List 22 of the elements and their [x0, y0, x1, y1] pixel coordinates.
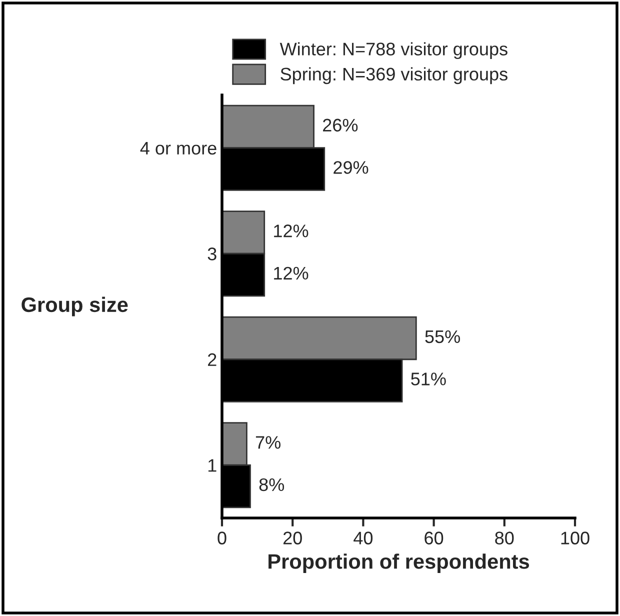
data-label: 51%	[411, 372, 446, 386]
y-tick-label: 4 or more	[140, 142, 216, 155]
data-label: 8%	[259, 478, 284, 492]
y-axis-title: Group size	[22, 296, 128, 316]
x-tick-label: 20	[283, 532, 302, 544]
x-tick-label: 100	[561, 532, 590, 544]
y-tick-label: 2	[208, 353, 216, 366]
data-label: 7%	[256, 436, 280, 449]
x-tick-label: 0	[218, 532, 226, 544]
legend-label: Winter: N=788 visitor groups	[280, 42, 508, 60]
x-tick-label: 60	[424, 532, 444, 544]
x-tick-label: 40	[354, 532, 373, 544]
legend-label: Spring: N=369 visitor groups	[280, 67, 508, 84]
x-axis-title: Proportion of respondents	[268, 554, 530, 573]
y-tick-label: 3	[208, 248, 216, 260]
data-label: 12%	[274, 266, 308, 280]
x-tick-label: 80	[495, 532, 514, 544]
data-label: 55%	[425, 330, 460, 344]
data-label: 26%	[323, 118, 358, 132]
data-label: 29%	[334, 161, 368, 174]
y-tick-label: 1	[208, 459, 216, 472]
data-label: 12%	[274, 224, 308, 238]
